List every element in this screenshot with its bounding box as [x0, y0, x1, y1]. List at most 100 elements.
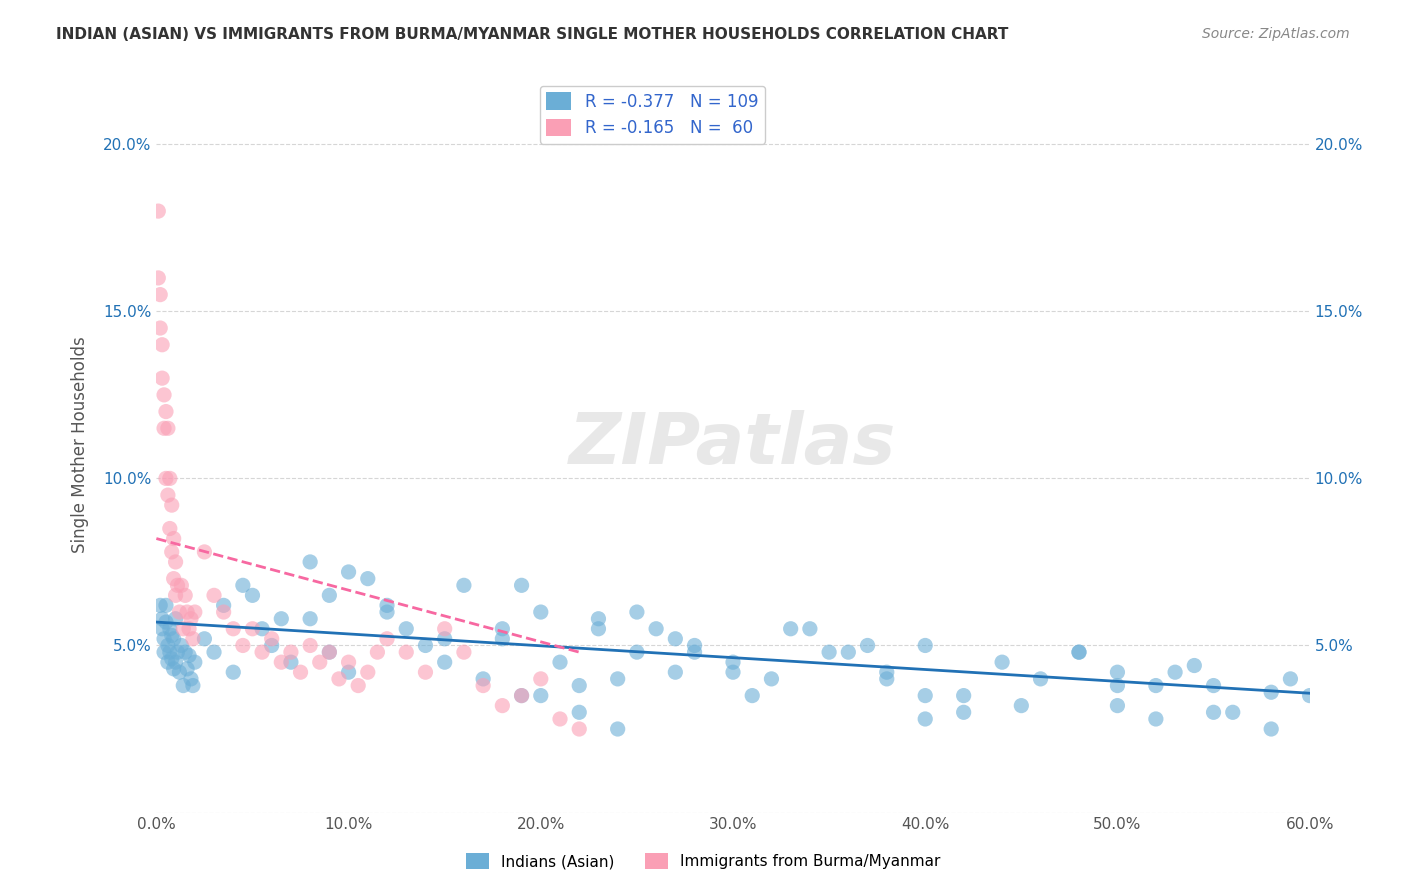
Point	[837, 645, 859, 659]
Point	[588, 612, 610, 626]
Point	[156, 655, 179, 669]
Point	[149, 321, 172, 335]
Point	[1144, 712, 1167, 726]
Point	[741, 689, 763, 703]
Point	[180, 672, 202, 686]
Point	[606, 722, 628, 736]
Point	[260, 639, 283, 653]
Point	[721, 655, 744, 669]
Point	[163, 572, 186, 586]
Point	[415, 639, 437, 653]
Point	[159, 622, 181, 636]
Point	[375, 632, 398, 646]
Text: Source: ZipAtlas.com: Source: ZipAtlas.com	[1202, 27, 1350, 41]
Point	[337, 665, 360, 680]
Point	[1067, 645, 1090, 659]
Point	[357, 665, 380, 680]
Point	[395, 645, 418, 659]
Point	[914, 712, 936, 726]
Point	[177, 648, 200, 663]
Point	[510, 578, 533, 592]
Point	[222, 665, 245, 680]
Point	[176, 662, 198, 676]
Point	[1029, 672, 1052, 686]
Point	[952, 706, 974, 720]
Point	[280, 645, 302, 659]
Point	[1144, 679, 1167, 693]
Point	[568, 706, 591, 720]
Point	[184, 605, 207, 619]
Point	[174, 645, 197, 659]
Point	[453, 578, 475, 592]
Point	[153, 421, 176, 435]
Point	[645, 622, 668, 636]
Point	[721, 665, 744, 680]
Point	[357, 572, 380, 586]
Point	[250, 622, 273, 636]
Point	[156, 488, 179, 502]
Point	[453, 645, 475, 659]
Legend: Indians (Asian), Immigrants from Burma/Myanmar: Indians (Asian), Immigrants from Burma/M…	[460, 847, 946, 875]
Point	[149, 287, 172, 301]
Point	[250, 645, 273, 659]
Point	[818, 645, 841, 659]
Point	[180, 612, 202, 626]
Point	[491, 632, 513, 646]
Point	[202, 588, 225, 602]
Point	[1202, 679, 1225, 693]
Point	[163, 532, 186, 546]
Point	[415, 665, 437, 680]
Point	[155, 471, 177, 485]
Point	[318, 645, 340, 659]
Point	[232, 639, 254, 653]
Point	[270, 655, 292, 669]
Point	[472, 672, 495, 686]
Point	[165, 612, 187, 626]
Point	[290, 665, 312, 680]
Point	[337, 565, 360, 579]
Point	[270, 612, 292, 626]
Point	[876, 672, 898, 686]
Point	[193, 632, 215, 646]
Point	[1182, 658, 1205, 673]
Point	[568, 722, 591, 736]
Point	[366, 645, 388, 659]
Point	[170, 578, 193, 592]
Point	[683, 639, 706, 653]
Point	[347, 679, 370, 693]
Point	[169, 605, 191, 619]
Point	[328, 672, 350, 686]
Point	[510, 689, 533, 703]
Point	[165, 588, 187, 602]
Point	[1107, 698, 1129, 713]
Point	[160, 628, 183, 642]
Point	[530, 672, 553, 686]
Point	[548, 712, 571, 726]
Point	[337, 655, 360, 669]
Point	[232, 578, 254, 592]
Point	[1164, 665, 1187, 680]
Point	[606, 672, 628, 686]
Legend: R = -0.377   N = 109, R = -0.165   N =  60: R = -0.377 N = 109, R = -0.165 N = 60	[540, 86, 765, 144]
Point	[156, 421, 179, 435]
Point	[181, 679, 204, 693]
Point	[150, 371, 173, 385]
Point	[160, 498, 183, 512]
Point	[242, 622, 264, 636]
Point	[299, 555, 322, 569]
Point	[148, 271, 170, 285]
Point	[1337, 722, 1360, 736]
Point	[148, 204, 170, 219]
Point	[952, 689, 974, 703]
Point	[166, 645, 188, 659]
Point	[156, 639, 179, 653]
Point	[222, 622, 245, 636]
Point	[1260, 685, 1282, 699]
Point	[664, 665, 686, 680]
Point	[280, 655, 302, 669]
Point	[318, 588, 340, 602]
Point	[779, 622, 801, 636]
Point	[472, 679, 495, 693]
Point	[299, 639, 322, 653]
Point	[568, 679, 591, 693]
